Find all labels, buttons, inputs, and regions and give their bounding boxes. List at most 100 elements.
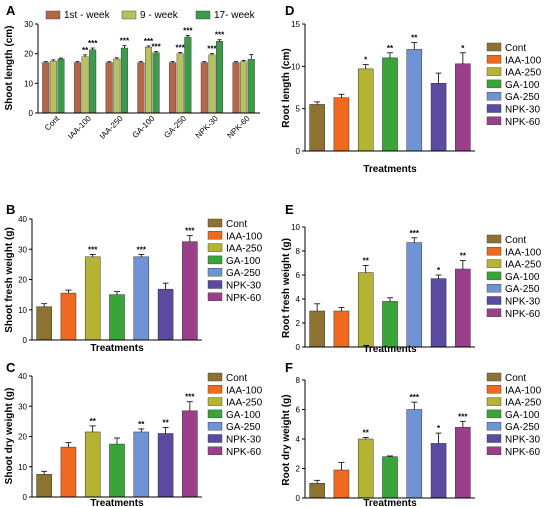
legend-swatch xyxy=(486,104,502,113)
y-tick-label: 30 xyxy=(18,402,27,411)
y-tick-label: 30 xyxy=(18,245,27,254)
legend-label: GA-100 xyxy=(505,80,540,91)
bar xyxy=(137,62,145,114)
significance-marker: * xyxy=(437,424,441,433)
panel-letter: D xyxy=(285,3,294,18)
x-tick-label: NPK-60 xyxy=(225,114,252,141)
bar xyxy=(157,433,174,498)
legend-label: GA-250 xyxy=(505,92,540,103)
bar xyxy=(309,104,325,152)
bar xyxy=(89,49,97,114)
panel-letter: F xyxy=(285,360,293,375)
legend-swatch xyxy=(486,247,502,256)
legend-swatch xyxy=(121,10,137,20)
legend-label: 17- week xyxy=(214,10,256,21)
legend-swatch xyxy=(486,397,502,406)
x-axis-title: Treatments xyxy=(363,344,417,355)
legend-label: NPK-30 xyxy=(505,297,540,308)
bar xyxy=(113,58,121,114)
significance-marker: ** xyxy=(460,252,467,261)
y-tick-label: 10 xyxy=(24,79,33,88)
significance-marker: *** xyxy=(137,245,147,254)
y-axis-title: Root length (cm) xyxy=(281,48,292,127)
bar xyxy=(357,272,374,348)
y-axis-title: Root fresh weight (g) xyxy=(281,238,292,338)
bar xyxy=(232,62,240,114)
significance-marker: ** xyxy=(90,417,97,426)
y-tick-label: 10 xyxy=(18,306,27,315)
legend-label: IAA-100 xyxy=(505,247,542,258)
y-tick-label: 8 xyxy=(296,376,301,385)
legend-label: NPK-60 xyxy=(226,293,261,304)
legend-label: IAA-250 xyxy=(505,398,542,409)
legend-swatch xyxy=(207,243,223,252)
significance-marker: * xyxy=(461,44,465,53)
panel-letter: B xyxy=(6,202,15,217)
legend-label: GA-100 xyxy=(505,410,540,421)
bar xyxy=(406,242,423,348)
legend-label: GA-250 xyxy=(226,422,261,433)
y-tick-label: 6 xyxy=(296,406,301,415)
y-tick-label: 40 xyxy=(18,215,27,224)
bar xyxy=(208,54,216,114)
y-tick-label: 10 xyxy=(291,223,300,232)
y-axis-title: Shoot length (cm) xyxy=(4,26,15,111)
legend-swatch xyxy=(486,308,502,317)
bar xyxy=(216,41,224,114)
bar xyxy=(309,483,325,499)
panel-b: B Shoot fresh weight (g) 0 10 20 30 40 *** *** **… xyxy=(4,202,263,354)
y-tick-label: 0 xyxy=(23,336,28,345)
y-axis-title: Root dry weight (g) xyxy=(281,394,292,485)
panel-letter: C xyxy=(6,360,16,375)
significance-marker: *** xyxy=(88,39,98,48)
bar xyxy=(382,301,398,348)
bar xyxy=(430,278,447,348)
legend-swatch xyxy=(486,79,502,89)
significance-marker: ** xyxy=(411,34,418,43)
bar xyxy=(109,294,125,341)
bar xyxy=(109,443,125,498)
significance-marker: ** xyxy=(82,46,89,55)
x-tick-label: IAA-100 xyxy=(66,114,93,141)
bar xyxy=(357,68,374,152)
significance-marker: *** xyxy=(176,43,186,52)
legend-label: 1st - week xyxy=(64,10,111,21)
legend-swatch xyxy=(486,271,502,281)
x-tick-label: GA-100 xyxy=(131,114,157,140)
legend-label: NPK-30 xyxy=(226,435,261,446)
significance-marker: *** xyxy=(410,229,420,238)
y-tick-label: 30 xyxy=(24,20,33,29)
legend-label: GA-100 xyxy=(505,272,540,283)
bar xyxy=(333,469,350,499)
significance-marker: *** xyxy=(144,37,154,46)
significance-marker: *** xyxy=(88,245,98,254)
y-tick-label: 0 xyxy=(296,343,301,352)
legend-swatch xyxy=(207,280,223,289)
x-tick-label: IAA-250 xyxy=(98,114,125,141)
legend-label: IAA-250 xyxy=(226,244,263,255)
legend-label: GA-250 xyxy=(505,422,540,433)
significance-marker: ** xyxy=(387,44,394,53)
significance-marker: *** xyxy=(183,27,193,36)
legend-swatch xyxy=(195,10,211,20)
y-tick-label: 8 xyxy=(296,247,301,256)
legend-label: GA-250 xyxy=(226,268,261,279)
legend-label: Cont xyxy=(226,373,247,384)
legend-swatch xyxy=(207,422,223,431)
legend-label: IAA-100 xyxy=(505,55,542,66)
bar xyxy=(81,56,89,114)
legend-swatch xyxy=(207,409,223,419)
legend-label: NPK-60 xyxy=(505,117,540,128)
y-tick-label: 2 xyxy=(296,319,301,328)
bar xyxy=(152,52,160,114)
bar xyxy=(309,310,325,348)
significance-marker: *** xyxy=(120,37,130,46)
bar xyxy=(430,83,447,152)
legend-swatch xyxy=(207,434,223,443)
legend-swatch xyxy=(486,116,502,126)
legend-label: IAA-250 xyxy=(505,68,542,79)
